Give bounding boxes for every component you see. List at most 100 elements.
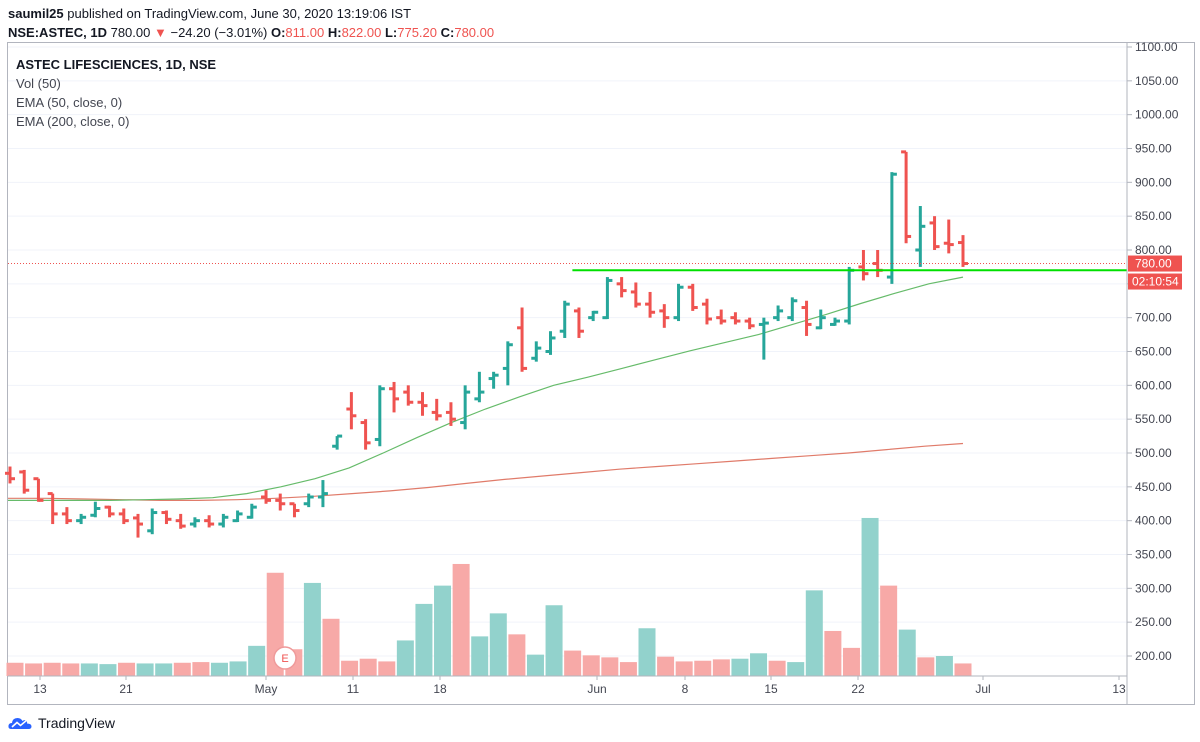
chart-legend: ASTEC LIFESCIENCES, 1D, NSE Vol (50) EMA… — [16, 55, 216, 131]
time-tick-label: 8 — [682, 682, 689, 696]
volume-bar — [564, 650, 582, 676]
ohlc-line: NSE:ASTEC, 1D 780.00 ▼ −24.20 (−3.01%) O… — [8, 23, 494, 42]
ohlc-bar — [19, 469, 30, 494]
open-value: 811.00 — [285, 25, 325, 40]
volume-bar — [434, 585, 452, 676]
volume-bar — [898, 629, 916, 676]
volume-bar — [489, 613, 507, 676]
price-tick-label: 350.00 — [1135, 548, 1172, 562]
legend-ema200[interactable]: EMA (200, close, 0) — [16, 114, 130, 129]
volume-bar — [192, 662, 210, 676]
ohlc-bar — [915, 206, 926, 267]
volume-bar — [303, 582, 321, 676]
ema200-line — [8, 442, 964, 501]
ohlc-bar — [76, 513, 87, 525]
legend-ema50[interactable]: EMA (50, close, 0) — [16, 95, 123, 110]
volume-bar — [880, 585, 898, 676]
ohlc-bar — [573, 307, 584, 338]
ohlc-bar — [317, 480, 328, 508]
volume-bar — [824, 630, 842, 676]
ema-lines — [8, 276, 964, 501]
price-tick-label: 600.00 — [1135, 378, 1172, 392]
ohlc-bar — [787, 297, 798, 322]
volume-bar — [619, 662, 637, 676]
price-tick-label: 300.00 — [1135, 581, 1172, 595]
price-tick-label: 1050.00 — [1135, 74, 1179, 88]
event-marker-circle — [273, 646, 297, 670]
ohlc-bar — [189, 517, 200, 528]
volume-bar — [601, 657, 619, 676]
ohlc-bar — [5, 466, 15, 484]
volume-bar — [229, 661, 247, 676]
open-label: O: — [270, 25, 286, 40]
ohlc-bar — [844, 266, 855, 325]
volume-bar — [861, 517, 879, 676]
last-price: 780.00 — [110, 25, 151, 40]
ohlc-bar — [90, 501, 101, 518]
low-value: 775.20 — [397, 25, 437, 40]
ohlc-bar — [673, 283, 684, 322]
ohlc-bar — [616, 277, 627, 298]
time-tick-label: 13 — [33, 682, 47, 696]
ohlc-bar — [502, 341, 513, 386]
ohlc-bar — [118, 508, 129, 525]
price-axis: 1100.00 1050.00 1000.00 950.00 900.00 850.00 8… — [1126, 40, 1182, 705]
volume-bar — [917, 657, 935, 676]
ohlc-bar — [531, 341, 542, 362]
ohlc-bar — [232, 510, 243, 523]
ohlc-bar — [431, 398, 442, 421]
price-tick-label: 650.00 — [1135, 345, 1172, 359]
ohlc-bar — [460, 385, 471, 430]
volume-bar — [359, 658, 377, 676]
earnings-event-marker: E — [273, 646, 297, 670]
last-price-badge-text: 780.00 — [1135, 257, 1172, 271]
volume-bar — [731, 658, 749, 676]
ohlc-bar — [417, 392, 428, 416]
time-tick-label: 11 — [347, 682, 360, 696]
ohlc-bar — [701, 298, 712, 325]
ohlc-bar — [445, 402, 456, 426]
volume-bar — [471, 636, 489, 676]
volume-bar — [935, 656, 953, 676]
ohlc-bar — [687, 283, 698, 311]
ohlc-bar — [958, 235, 968, 267]
ohlc-bar — [645, 291, 656, 318]
ohlc-bar — [374, 385, 385, 447]
price-tick-label: 450.00 — [1135, 480, 1172, 494]
price-tick-label: 550.00 — [1135, 412, 1172, 426]
tradingview-logo[interactable]: TradingView — [8, 712, 115, 734]
ohlc-bar — [517, 307, 528, 372]
publisher-name[interactable]: saumil25 — [8, 6, 64, 21]
ohlc-bar — [147, 508, 158, 535]
ohlc-bar — [716, 309, 727, 325]
ohlc-bar — [829, 317, 840, 326]
legend-title: ASTEC LIFESCIENCES, 1D, NSE — [16, 57, 217, 72]
ohlc-bars — [5, 150, 968, 538]
price-tick-label: 700.00 — [1135, 311, 1172, 325]
ohlc-bar — [488, 371, 499, 389]
ohlc-bar — [929, 216, 940, 250]
tradingview-cloud-icon — [8, 718, 32, 729]
ohlc-bar — [289, 502, 300, 518]
chart-frame[interactable] — [7, 42, 1195, 705]
ohlc-bar — [133, 513, 144, 538]
volume-bar — [136, 663, 154, 676]
ohlc-bar — [332, 434, 343, 450]
price-change: −24.20 (−3.01%) — [170, 25, 268, 40]
price-tick-label: 850.00 — [1135, 209, 1172, 223]
ohlc-bar — [801, 300, 812, 336]
high-value: 822.00 — [341, 25, 382, 40]
volume-bar — [954, 663, 972, 676]
time-tick-label: Jul — [975, 682, 990, 696]
ohlc-bar — [175, 513, 186, 529]
volume-bar — [378, 661, 396, 676]
volume-bar — [842, 647, 860, 676]
event-marker-label: E — [281, 653, 288, 665]
volume-bar — [694, 660, 712, 676]
ohlc-bar — [33, 477, 44, 502]
ohlc-bar — [773, 305, 784, 322]
close-label: C: — [440, 25, 455, 40]
legend-volume[interactable]: Vol (50) — [16, 76, 61, 91]
ohlc-bar — [275, 493, 286, 511]
